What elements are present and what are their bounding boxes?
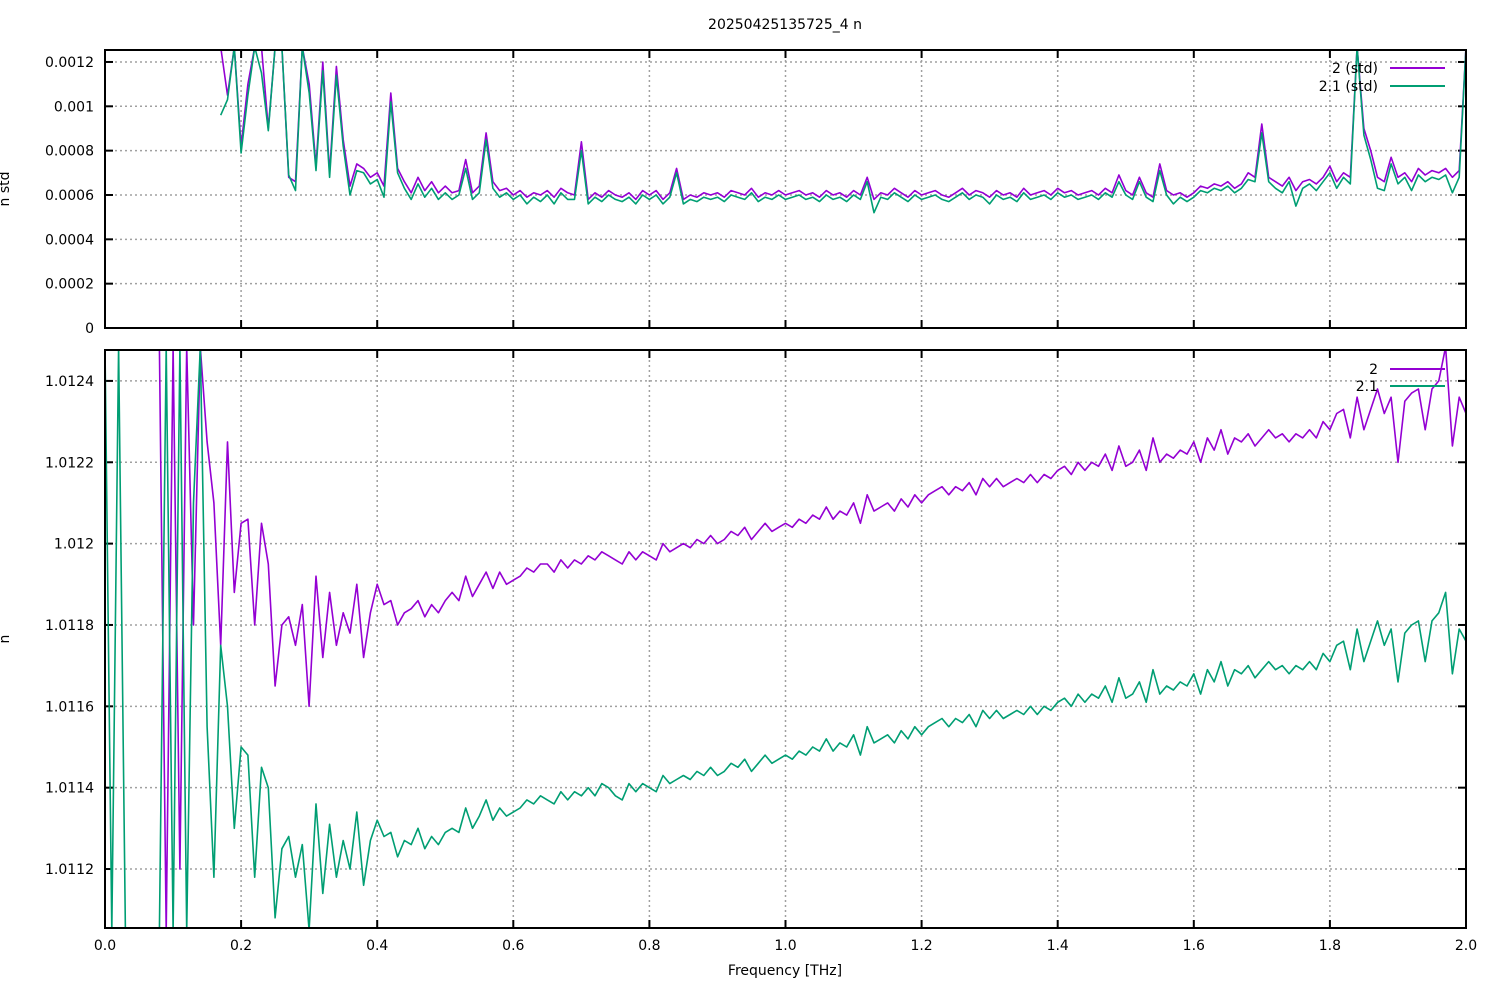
series-group bbox=[105, 350, 1466, 928]
y-tick-label: 0.0006 bbox=[45, 188, 94, 204]
y-tick-label: 0.0008 bbox=[45, 144, 94, 160]
x-tick-label: 1.2 bbox=[910, 938, 932, 954]
legend-label-2-1: 2.1 bbox=[1356, 379, 1378, 395]
y-tick-label: 0 bbox=[85, 321, 94, 337]
y-tick-label: 0.0012 bbox=[45, 55, 94, 71]
legend-label-2: 2 bbox=[1369, 362, 1378, 378]
x-tick-label: 1.4 bbox=[1047, 938, 1069, 954]
x-axis-label: Frequency [THz] bbox=[728, 963, 842, 979]
x-tick-label: 0.0 bbox=[94, 938, 116, 954]
x-tick-label: 1.8 bbox=[1319, 938, 1341, 954]
x-tick-label: 0.2 bbox=[230, 938, 252, 954]
plot-frame bbox=[104, 49, 1467, 329]
chart-title: 20250425135725_4 n bbox=[708, 17, 862, 33]
legend-bottom: 2 2.1 bbox=[1356, 362, 1445, 395]
x-tick-label: 0.4 bbox=[366, 938, 388, 954]
plot-frame bbox=[104, 349, 1467, 929]
y-tick-label: 1.0122 bbox=[45, 455, 94, 471]
legend-label-2-std: 2 (std) bbox=[1332, 61, 1378, 77]
y-tick-label: 0.0002 bbox=[45, 277, 94, 293]
y-tick-label: 0.0004 bbox=[45, 232, 94, 248]
series-group bbox=[219, 50, 1466, 214]
legend-top: 2 (std) 2.1 (std) bbox=[1319, 61, 1445, 95]
y-tick-label: 1.0118 bbox=[45, 618, 94, 634]
y-tick-label: 1.012 bbox=[54, 537, 94, 553]
x-tick-label: 2.0 bbox=[1455, 938, 1477, 954]
x-tick-label: 1.0 bbox=[774, 938, 796, 954]
x-tick-label: 0.6 bbox=[502, 938, 524, 954]
y-tick-label: 1.0114 bbox=[45, 781, 94, 797]
series-line-2-1-std bbox=[219, 50, 1466, 214]
y-axis-label-bottom: n bbox=[0, 635, 13, 644]
x-tick-label: 0.8 bbox=[638, 938, 660, 954]
y-tick-label: 1.0124 bbox=[45, 374, 94, 390]
series-line-2-std bbox=[220, 50, 1466, 201]
series-line-2-1 bbox=[105, 350, 1466, 928]
x-tick-label: 1.6 bbox=[1183, 938, 1205, 954]
y-tick-label: 1.0112 bbox=[45, 862, 94, 878]
series-line-2 bbox=[158, 350, 1466, 928]
legend-label-2-1-std: 2.1 (std) bbox=[1319, 79, 1378, 95]
plot-layer: 0 0.0002 0.0004 0.0006 0.0008 0.001 0.0012 0.0 0… bbox=[45, 49, 1477, 954]
y-axis-label-top: n std bbox=[0, 172, 13, 207]
y-tick-label: 1.0116 bbox=[45, 699, 94, 715]
y-tick-label: 0.001 bbox=[54, 99, 94, 115]
